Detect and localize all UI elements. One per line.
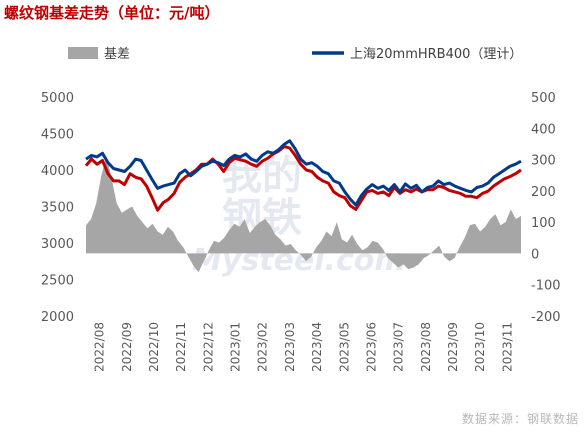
right-tick-label: 200 [531,185,556,200]
right-tick-label: 300 [531,154,556,169]
x-tick-label: 2023/06 [364,322,378,372]
x-tick-label: 2022/08 [93,322,107,372]
left-tick-label: 3000 [41,237,74,252]
x-tick-label: 2022/10 [147,322,161,372]
left-tick-label: 2000 [41,310,74,325]
x-tick-label: 2023/10 [473,322,487,372]
x-axis: 2022/08 2022/09 2022/10 2022/11 2022/12 2023/… [93,322,515,372]
x-tick-label: 2023/02 [256,322,270,372]
right-tick-label: -200 [531,310,561,325]
x-tick-label: 2023/05 [337,322,351,372]
x-tick-label: 2023/11 [500,322,514,372]
shanghai-price-line [85,139,522,207]
x-tick-label: 2023/04 [310,322,324,372]
basis-area [86,156,521,273]
right-tick-label: -100 [531,279,561,294]
price-line-layer [84,139,522,212]
data-source: 数据来源：钢联数据 [461,412,579,426]
x-tick-label: 2023/03 [283,322,297,372]
legend: 基差 上海20mmHRB400（理计） [68,47,522,62]
right-tick-label: 500 [531,91,556,106]
left-tick-label: 4000 [41,164,74,179]
x-tick-label: 2022/12 [201,322,215,372]
x-tick-label: 2022/11 [174,322,188,372]
x-tick-label: 2023/09 [446,322,460,372]
left-tick-label: 2500 [41,274,74,289]
basis-area-layer [86,156,521,273]
secondary-price-line [84,145,522,212]
legend-label-shanghai: 上海20mmHRB400（理计） [350,47,522,62]
right-tick-label: 100 [531,216,556,231]
legend-swatch-basis [68,47,98,59]
legend-label-basis: 基差 [104,47,130,62]
left-tick-label: 4500 [41,128,74,143]
right-tick-label: 0 [531,247,539,262]
left-axis: 5000 4500 4000 3500 3000 2500 2000 [41,91,74,325]
x-tick-label: 2023/01 [229,322,243,372]
chart-title: 螺纹钢基差走势（单位：元/吨） [4,4,220,22]
left-tick-label: 5000 [41,91,74,106]
right-axis: 500 400 300 200 100 0 -100 -200 [531,91,561,325]
x-tick-label: 2022/09 [120,322,134,372]
right-tick-label: 400 [531,122,556,137]
x-tick-label: 2023/07 [392,322,406,372]
left-tick-label: 3500 [41,201,74,216]
x-tick-label: 2023/08 [419,322,433,372]
